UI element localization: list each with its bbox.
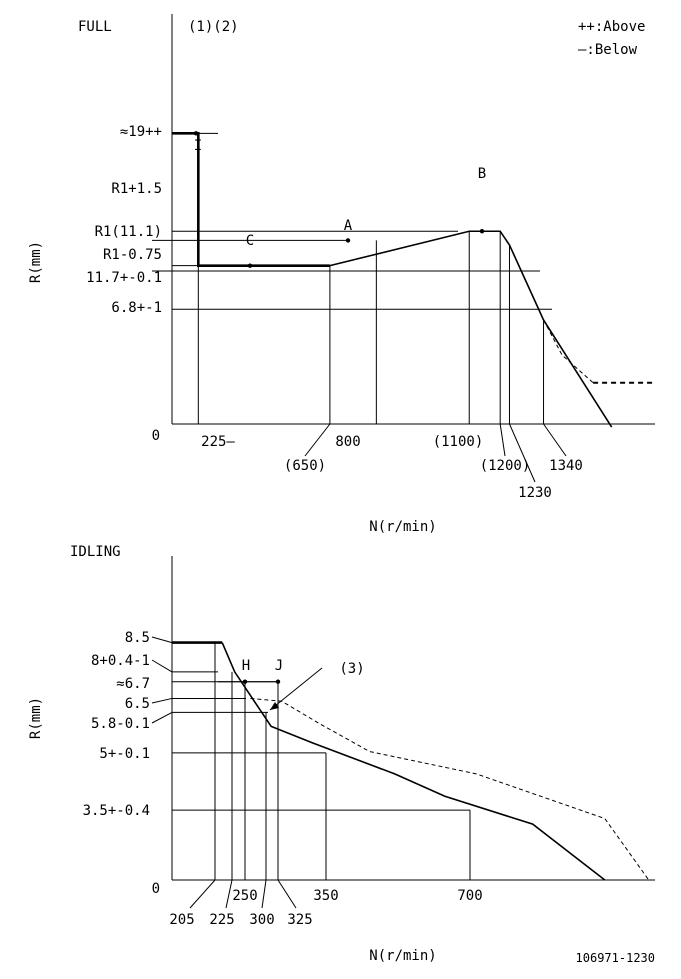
full-y-tick-label: 11.7+-0.1 [86,270,162,286]
full-chart-notes: (1)(2) [188,19,239,35]
idling-callout-label: (3) [339,661,364,677]
idling-y-leader [151,697,173,704]
idling-y-tick-label: 8.5 [125,630,150,646]
full-x-leader [509,423,536,483]
idling-chart-title: IDLING [70,544,121,560]
idling-callout-arrowhead [270,702,279,710]
full-x-tick-label: 800 [335,434,360,450]
full-x-tick-label: 1340 [549,458,583,474]
idling-point-label: J [275,658,283,674]
idling-origin-label: 0 [152,881,160,897]
idling-x-tick-label: 350 [313,888,338,904]
idling-curve-main [221,642,606,881]
idling-x-leader [189,879,216,909]
full-x-tick-label: (650) [284,458,326,474]
idling-y-tick-label: ≈6.7 [116,676,150,692]
full-point-label: I [194,138,202,154]
idling-x-tick-label: 700 [457,888,482,904]
full-y-tick-label: R1-0.75 [103,247,162,263]
legend-below: —:Below [578,42,638,58]
idling-chart: IDLING R(mm) N(r/min) 0 (3) 8.5 8+0.4-1 ≈6… [28,544,655,964]
full-point-marker [247,263,253,268]
full-x-tick-label: 1230 [518,485,552,501]
idling-point-marker [275,679,281,684]
full-y-axis-label: R(mm) [28,241,44,283]
idling-point-label: H [242,658,250,674]
idling-x-tick-label: 250 [232,888,257,904]
idling-y-tick-label: 5.8-0.1 [91,716,150,732]
full-x-axis-label: N(r/min) [369,519,436,535]
full-curve-governor [329,230,613,428]
idling-x-tick-label: 325 [287,912,312,928]
idling-x-leader [225,879,233,909]
idling-x-axis-label: N(r/min) [369,948,436,964]
full-x-tick-label: (1200) [480,458,531,474]
full-y-tick-label: 6.8+-1 [111,300,162,316]
full-x-leader [543,423,567,457]
idling-x-leader [277,879,297,909]
idling-y-tick-label: 3.5+-0.4 [83,803,150,819]
full-y-tick-label: R1(11.1) [95,224,162,240]
full-curve-limit-dashed [543,319,594,384]
full-point-label: A [344,218,353,234]
full-point-marker [193,131,199,136]
full-x-leader [304,423,331,457]
full-y-tick-label: ≈19++ [120,124,162,140]
idling-y-tick-label: 8+0.4-1 [91,653,150,669]
full-chart: FULL (1)(2) ++:Above —:Below R(mm) N(r/m… [28,14,655,535]
idling-y-tick-label: 5+-0.1 [99,746,150,762]
idling-callout-leader [269,667,323,711]
full-curve-upper-steps [172,132,330,267]
full-chart-title: FULL [78,19,112,35]
idling-x-tick-label: 300 [249,912,274,928]
idling-y-leader [151,711,173,724]
full-x-leader [499,423,506,457]
idling-x-leader [261,879,267,909]
full-point-marker [345,238,351,243]
idling-point-marker [242,679,248,684]
idling-x-tick-label: 205 [169,912,194,928]
full-y-tick-label: R1+1.5 [111,181,162,197]
full-point-marker [479,229,485,234]
idling-y-leader [151,636,173,644]
full-point-label: C [246,233,254,249]
idling-y-axis-label: R(mm) [28,697,44,739]
full-origin-label: 0 [152,428,160,444]
idling-curve-limit-dashed [250,697,650,881]
legend-above: ++:Above [578,19,645,35]
full-x-tick-label: (1100) [433,434,484,450]
idling-x-tick-label: 225 [209,912,234,928]
full-x-tick-label: 225— [201,434,235,450]
full-point-label: B [478,166,486,182]
figure-code: 106971-1230 [576,951,655,965]
idling-y-tick-label: 6.5 [125,696,150,712]
idling-y-leader [151,659,173,673]
